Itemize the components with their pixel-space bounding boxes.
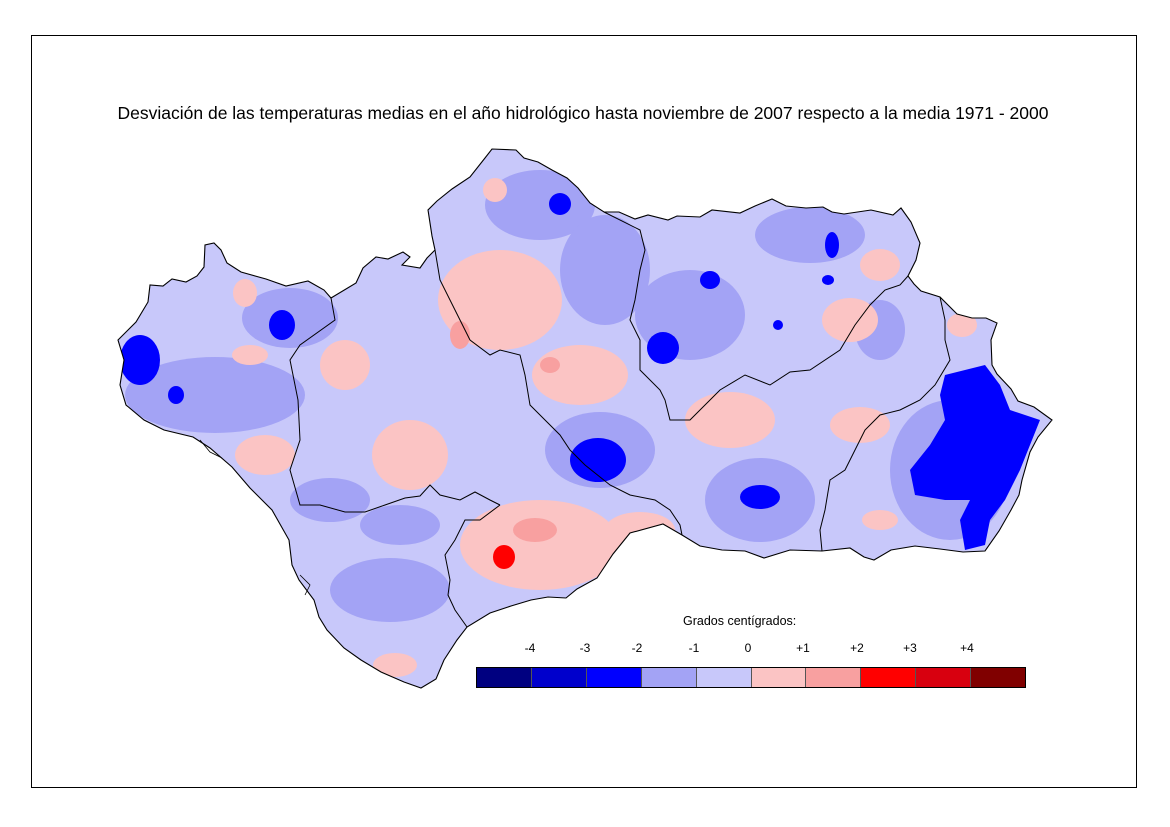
- hot-core: [493, 545, 515, 569]
- legend-tick: +1: [796, 641, 810, 655]
- legend-title: Grados centígrados:: [683, 614, 797, 628]
- legend-swatch: [586, 668, 642, 687]
- legend-swatch: [751, 668, 807, 687]
- legend-tick: +4: [960, 641, 974, 655]
- warm-zones: [232, 178, 977, 677]
- legend-swatch: [477, 668, 532, 687]
- legend-swatch: [861, 668, 917, 687]
- legend-tick: -2: [631, 641, 643, 655]
- legend-swatch: [916, 668, 972, 687]
- legend-swatch: [696, 668, 752, 687]
- temperature-field: [118, 149, 1052, 688]
- legend-tick: -4: [524, 641, 536, 655]
- estuary-details: [199, 439, 311, 596]
- legend-tick: 0: [744, 641, 752, 655]
- legend-tick: -1: [688, 641, 700, 655]
- legend-tick: +2: [850, 641, 864, 655]
- cold-zones: [120, 193, 1040, 550]
- legend-swatch: [641, 668, 697, 687]
- map-title: Desviación de las temperaturas medias en…: [117, 103, 1049, 123]
- legend-swatch: [806, 668, 862, 687]
- legend-tick: +3: [903, 641, 917, 655]
- legend-tick: -3: [579, 641, 591, 655]
- legend-swatch: [971, 668, 1026, 687]
- province-borders: [289, 211, 951, 628]
- legend-swatch: [531, 668, 587, 687]
- cool-zones: [125, 170, 1010, 622]
- warmer-zones: [450, 321, 560, 542]
- legend-color-bar: [476, 667, 1026, 688]
